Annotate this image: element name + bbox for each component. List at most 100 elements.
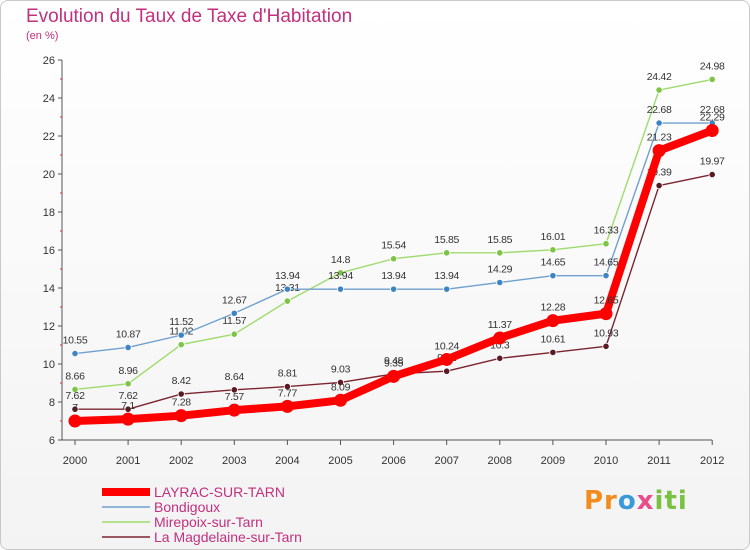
data-label: 8.96 [118,365,138,377]
data-point [71,405,79,413]
x-tick-label: 2001 [116,455,140,467]
y-tick-label: 18 [43,207,55,219]
data-label: 9.35 [384,357,404,369]
data-point [336,378,345,387]
data-point [599,307,613,321]
data-point [336,285,345,293]
proxiti-logo: Proxiti [584,486,688,516]
x-tick-label: 2011 [647,455,671,467]
data-point [602,240,610,248]
data-label: 12.65 [594,295,619,307]
legend-label: LAYRAC-SUR-TARN [154,484,285,500]
data-label: 9.03 [331,363,351,375]
data-label: 13.94 [434,270,459,282]
data-point [177,390,185,398]
data-point [389,285,398,293]
data-point [283,383,291,391]
data-label: 7.1 [121,400,135,412]
data-point [230,330,238,338]
chart-title: Evolution du Taux de Taxe d'Habitation [26,6,353,27]
data-label: 10.24 [434,340,459,352]
y-tick-label: 24 [43,93,55,105]
data-point [124,405,132,413]
x-tick-label: 2004 [275,455,299,467]
data-point [496,354,504,362]
data-point [174,409,188,423]
data-point [280,399,294,413]
data-point [549,272,557,280]
data-label: 8.09 [331,381,351,393]
data-label: 15.85 [487,234,512,246]
data-label: 7.77 [278,387,298,399]
data-label: 7 [72,402,78,414]
data-label: 15.85 [434,234,459,246]
legend-label: Mirepoix-sur-Tarn [154,514,263,530]
data-point [389,255,398,263]
data-label: 10.93 [594,327,619,339]
data-label: 8.81 [278,368,298,380]
x-tick-label: 2012 [700,455,724,467]
data-label: 16.33 [594,225,619,237]
data-point [68,414,82,428]
data-point [336,269,345,277]
data-point [443,249,451,257]
data-point [549,348,557,357]
data-label: 12.67 [222,294,247,306]
series-bondigoux: 10.55 10.87 11.52 12.67 13.94 13.94 13.94 13.94… [63,104,725,358]
data-point [440,352,454,366]
data-point [387,369,401,383]
y-tick-label: 6 [49,435,55,447]
data-label: 16.01 [541,231,566,243]
y-tick-label: 10 [43,359,55,371]
data-point [655,86,663,94]
data-label: 12.28 [541,302,566,314]
data-label: 13.94 [328,270,353,282]
series-layrac-sur-tarn: 7 7.1 7.28 7.57 7.77 8.09 9.35 10.24 11.37 12.28 1… [68,111,725,428]
data-label: 11.37 [488,319,512,331]
x-tick-label: 2010 [594,455,618,467]
data-point [177,341,185,349]
data-label: 15.54 [381,240,406,252]
legend-label: La Magdelaine-sur-Tarn [154,529,302,545]
y-tick-label: 16 [43,245,55,257]
data-label: 14.29 [487,263,512,275]
data-point [124,380,132,388]
y-tick-label: 12 [43,321,55,333]
series-mirepoix-sur-tarn: 8.668.9611.0211.5713.3114.815.5415.8515.… [65,60,725,394]
data-point [443,285,451,293]
y-tick-label: 22 [43,131,55,143]
data-point [705,123,719,137]
data-label: 13.94 [275,270,300,282]
y-tick-label: 26 [43,55,55,67]
data-point [443,367,451,375]
data-point [334,393,347,407]
data-point [496,249,504,257]
data-point [708,75,716,83]
data-label: 8.64 [225,371,245,383]
data-label: 14.65 [594,257,619,269]
data-point [121,412,135,426]
data-point [602,342,610,350]
data-point [227,403,241,417]
data-label: 24.42 [647,71,672,83]
data-label: 24.98 [700,60,725,72]
data-label: 10.87 [116,328,141,340]
data-point [124,343,132,352]
chart-subtitle: (en %) [26,30,59,42]
data-point [655,181,663,190]
data-label: 19.97 [700,156,725,168]
data-point [655,119,663,127]
data-label: 14.8 [331,254,351,266]
data-label: 14.65 [541,257,566,269]
data-point [549,246,557,254]
x-tick-label: 2005 [328,455,352,467]
data-label: 7.28 [172,397,192,409]
data-point [71,349,79,358]
data-point [283,285,291,293]
data-label: 22.68 [647,104,672,116]
data-label: 8.42 [172,375,192,387]
x-tick-label: 2006 [381,455,405,467]
data-label: 7.62 [65,390,85,402]
